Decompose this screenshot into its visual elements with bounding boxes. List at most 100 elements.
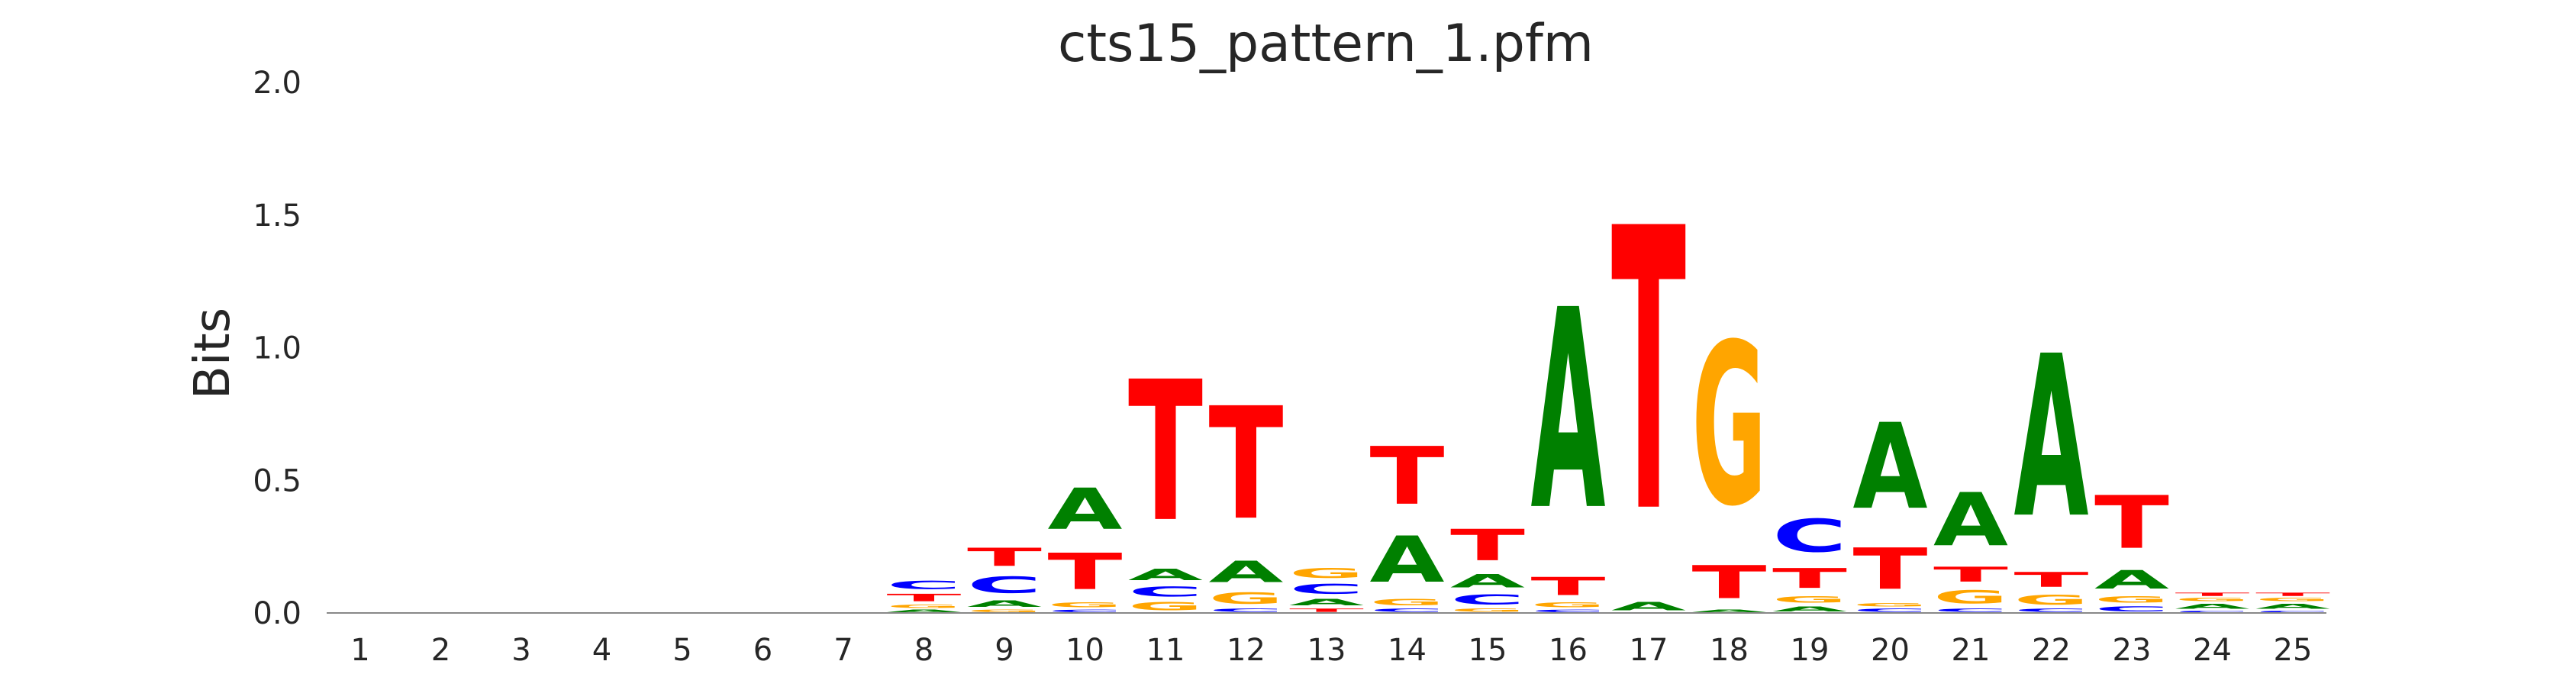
logo-letter-a: A (1209, 555, 1284, 589)
logo-letter-g: G (1289, 566, 1364, 582)
logo-letter-t: T (1531, 572, 1606, 601)
logo-letter-c: C (1048, 609, 1123, 613)
x-tick-label: 18 (1710, 633, 1749, 668)
x-tick-label: 22 (2032, 633, 2071, 668)
logo-letter-c: C (887, 579, 962, 592)
logo-letter-g: G (1772, 595, 1847, 605)
logo-letter-a: A (887, 609, 962, 613)
logo-letter-g: G (1853, 602, 1928, 608)
x-tick-label: 21 (1952, 633, 1991, 668)
logo-letter-c: C (1370, 608, 1445, 613)
x-tick-label: 20 (1871, 633, 1910, 668)
x-tick-label: 5 (672, 633, 692, 668)
logo-letter-a: A (1853, 399, 1928, 536)
logo-letter-c: C (1450, 592, 1525, 608)
x-tick-label: 1 (350, 633, 369, 668)
logo-letter-g: G (1370, 597, 1445, 608)
logo-letter-g: G (2014, 592, 2089, 608)
logo-letter-t: T (2094, 480, 2169, 565)
logo-letter-g: G (2175, 597, 2250, 602)
logo-letter-t: T (967, 543, 1042, 572)
logo-letter-t: T (1289, 608, 1364, 613)
logo-letter-a: A (2094, 565, 2170, 594)
logo-letter-a: A (967, 598, 1043, 609)
y-axis-ticks: 0.0 0.5 1.0 1.5 2.0 (253, 66, 301, 631)
x-tick-label: 2 (431, 633, 450, 668)
x-tick-label: 19 (1791, 633, 1830, 668)
logo-letter-c: C (1289, 582, 1364, 598)
logo-letter-t: T (1128, 340, 1203, 565)
logo-letter-c: C (1531, 609, 1606, 613)
x-tick-label: 11 (1146, 633, 1185, 668)
logo-letter-g: G (967, 609, 1042, 613)
logo-letter-t: T (2014, 568, 2089, 592)
logo-letter-a: A (2175, 602, 2251, 610)
y-tick-label: 0.5 (253, 463, 301, 498)
logo-letter-a: A (1450, 571, 1526, 592)
y-tick-label: 2.0 (253, 66, 301, 101)
logo-letter-t: T (1933, 563, 2008, 586)
logo-letter-t: T (1209, 375, 1284, 554)
logo-letter-c: C (2014, 608, 2089, 613)
logo-letter-c: C (2094, 605, 2169, 613)
chart-title: cts15_pattern_1.pfm (1058, 14, 1594, 74)
logo-letter-c: C (2255, 611, 2330, 613)
x-tick-label: 7 (833, 633, 853, 668)
logo-letter-t: T (1450, 521, 1525, 571)
logo-letter-c: C (1933, 608, 2008, 613)
y-axis-title: Bits (185, 308, 241, 399)
logo-letter-a: A (1531, 251, 1607, 571)
logo-letter-t: T (1048, 543, 1123, 601)
x-tick-label: 17 (1630, 633, 1668, 668)
logo-letter-t: T (1692, 556, 1767, 608)
x-tick-label: 9 (995, 633, 1014, 668)
x-tick-label: 4 (592, 633, 611, 668)
logo-letter-g: G (2255, 597, 2330, 602)
x-tick-label: 13 (1307, 633, 1346, 668)
logo-letter-c: C (1209, 608, 1284, 613)
logo-letter-a: A (1370, 524, 1445, 597)
x-tick-label: 12 (1227, 633, 1265, 668)
x-tick-label: 23 (2113, 633, 2152, 668)
logo-letters: AGTCGACTCGTAGCATCGATTACGCGATGCATCGTAATAT… (887, 148, 2331, 613)
x-tick-label: 24 (2193, 633, 2232, 668)
logo-letter-a: A (1933, 479, 2008, 563)
logo-letter-t: T (1370, 431, 1445, 523)
x-tick-label: 8 (914, 633, 933, 668)
logo-letter-g: G (2094, 595, 2169, 605)
x-axis-ticks: 1 2 3 4 5 6 7 8 9 10 11 12 13 14 15 16 17 18 19 20 21 22 23 24 2… (350, 633, 2312, 668)
logo-letter-g: G (1048, 601, 1123, 608)
logo-letter-t: T (2255, 592, 2330, 597)
logo-letter-a: A (1289, 597, 1365, 608)
logo-letter-a: A (1692, 609, 1767, 613)
logo-letter-t: T (2175, 592, 2250, 597)
x-tick-label: 16 (1549, 633, 1588, 668)
logo-letter-g: G (1531, 601, 1606, 608)
logo-letter-a: A (1128, 566, 1203, 584)
logo-letter-a: A (1611, 600, 1686, 613)
y-tick-label: 1.5 (253, 198, 301, 234)
logo-letter-t: T (1611, 148, 1687, 599)
logo-letter-g: G (1209, 589, 1284, 608)
x-tick-label: 3 (511, 633, 530, 668)
x-tick-label: 25 (2274, 633, 2313, 668)
y-tick-label: 1.0 (253, 331, 301, 366)
logo-letter-c: C (1853, 608, 1928, 613)
logo-letter-a: A (1048, 477, 1123, 543)
logo-letter-c: C (2175, 611, 2250, 613)
logo-letter-g: G (1128, 600, 1203, 613)
logo-letter-g: G (1692, 298, 1767, 556)
logo-letter-t: T (1772, 563, 1847, 595)
logo-letter-c: C (1772, 510, 1847, 563)
logo-letter-a: A (1772, 605, 1848, 613)
logo-letter-c: C (967, 572, 1042, 598)
logo-letter-c: C (1128, 584, 1203, 600)
logo-letter-g: G (1450, 608, 1525, 613)
logo-letter-a: A (2255, 602, 2331, 610)
y-tick-label: 0.0 (253, 596, 301, 631)
logo-letter-g: G (1933, 587, 2008, 608)
logo-letter-a: A (2014, 308, 2089, 566)
logo-letter-g: G (887, 604, 962, 609)
logo-letter-t: T (887, 592, 962, 604)
